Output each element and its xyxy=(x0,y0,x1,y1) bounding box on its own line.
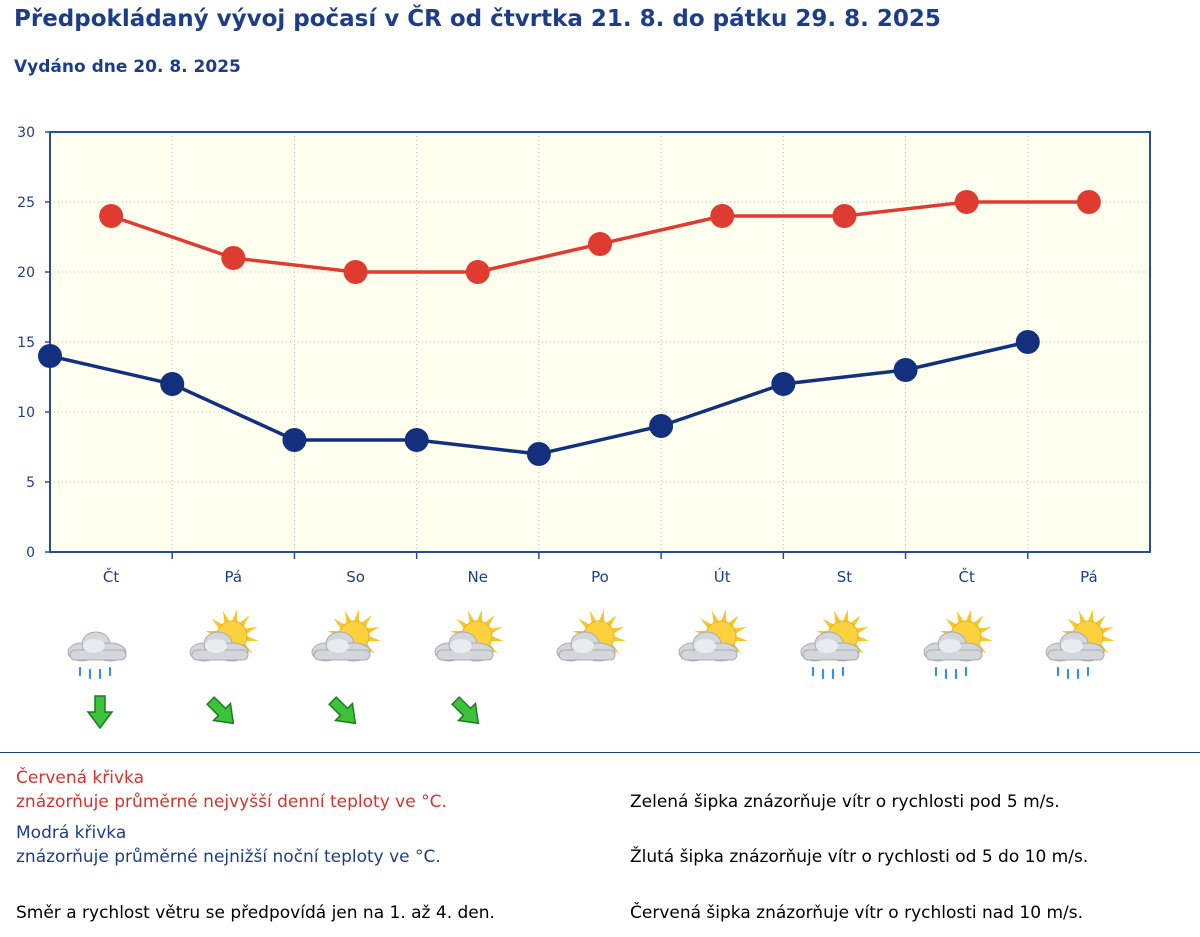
legend-red-desc: znázorňuje průměrné nejvyšší denní teplo… xyxy=(16,792,447,812)
series-point xyxy=(99,204,124,228)
series-point xyxy=(710,204,735,228)
weather-day-cell xyxy=(539,610,639,740)
y-tick-label: 0 xyxy=(26,545,35,561)
series-point xyxy=(282,428,307,452)
legend-blue-title: Modrá křivka xyxy=(16,823,127,843)
legend-red-title: Červená křivka xyxy=(16,768,145,788)
y-tick-label: 25 xyxy=(17,195,35,211)
weather-day-cell xyxy=(783,610,883,740)
y-tick-label: 5 xyxy=(26,475,35,491)
y-tick-label: 30 xyxy=(17,125,35,141)
legend-green-arrow: Zelená šipka znázorňuje vítr o rychlosti… xyxy=(630,792,1060,812)
y-tick-label: 15 xyxy=(17,335,35,351)
series-point xyxy=(526,442,551,466)
series-point xyxy=(343,260,368,284)
series-point xyxy=(465,260,490,284)
x-tick-label: Pá xyxy=(225,568,243,586)
y-tick-label: 10 xyxy=(17,405,35,421)
series-point xyxy=(221,246,246,270)
legend-yellow-arrow: Žlutá šipka znázorňuje vítr o rychlosti … xyxy=(630,847,1089,867)
x-tick-label: So xyxy=(346,568,365,586)
series-point xyxy=(404,428,429,452)
plot-frame xyxy=(49,131,1151,553)
x-tick-label: Čt xyxy=(958,567,974,586)
series-point xyxy=(38,344,62,368)
weather-day-cell xyxy=(172,610,272,740)
series-point xyxy=(1076,190,1101,214)
weather-day-cell xyxy=(906,610,1006,740)
issued-date: Vydáno dne 20. 8. 2025 xyxy=(14,57,241,77)
x-tick-label: Čt xyxy=(103,567,119,586)
legend-blue-desc: znázorňuje průměrné nejnižší noční teplo… xyxy=(16,847,441,867)
weather-day-cell xyxy=(1028,610,1128,740)
series-point xyxy=(1015,330,1040,354)
page-title: Předpokládaný vývoj počasí v ČR od čtvrt… xyxy=(14,6,941,32)
x-tick-label: Ne xyxy=(468,568,488,586)
weather-day-cell xyxy=(417,610,517,740)
series-point xyxy=(160,372,185,396)
x-tick-label: Pá xyxy=(1080,568,1098,586)
temperature-chart: 0 5 10 15 20 25 30 Čt Pá So Ne Po Út St Čt Pá xyxy=(17,125,1151,586)
weather-day-cell xyxy=(294,610,394,740)
series-point xyxy=(771,372,796,396)
series-point xyxy=(832,204,857,228)
series-point xyxy=(893,358,918,382)
x-tick-label: Po xyxy=(591,568,609,586)
series-point xyxy=(588,232,612,256)
legend-divider xyxy=(0,752,1200,753)
legend-wind-note: Směr a rychlost větru se předpovídá jen … xyxy=(16,903,495,923)
weather-day-cell xyxy=(50,610,150,740)
legend-red-arrow: Červená šipka znázorňuje vítr o rychlost… xyxy=(630,903,1083,923)
series-point xyxy=(954,190,979,214)
y-tick-label: 20 xyxy=(17,265,35,281)
x-tick-label: Út xyxy=(714,567,731,586)
series-point xyxy=(649,414,674,438)
weather-icons-row xyxy=(0,610,1200,740)
weather-day-cell xyxy=(661,610,761,740)
x-tick-label: St xyxy=(837,568,853,586)
